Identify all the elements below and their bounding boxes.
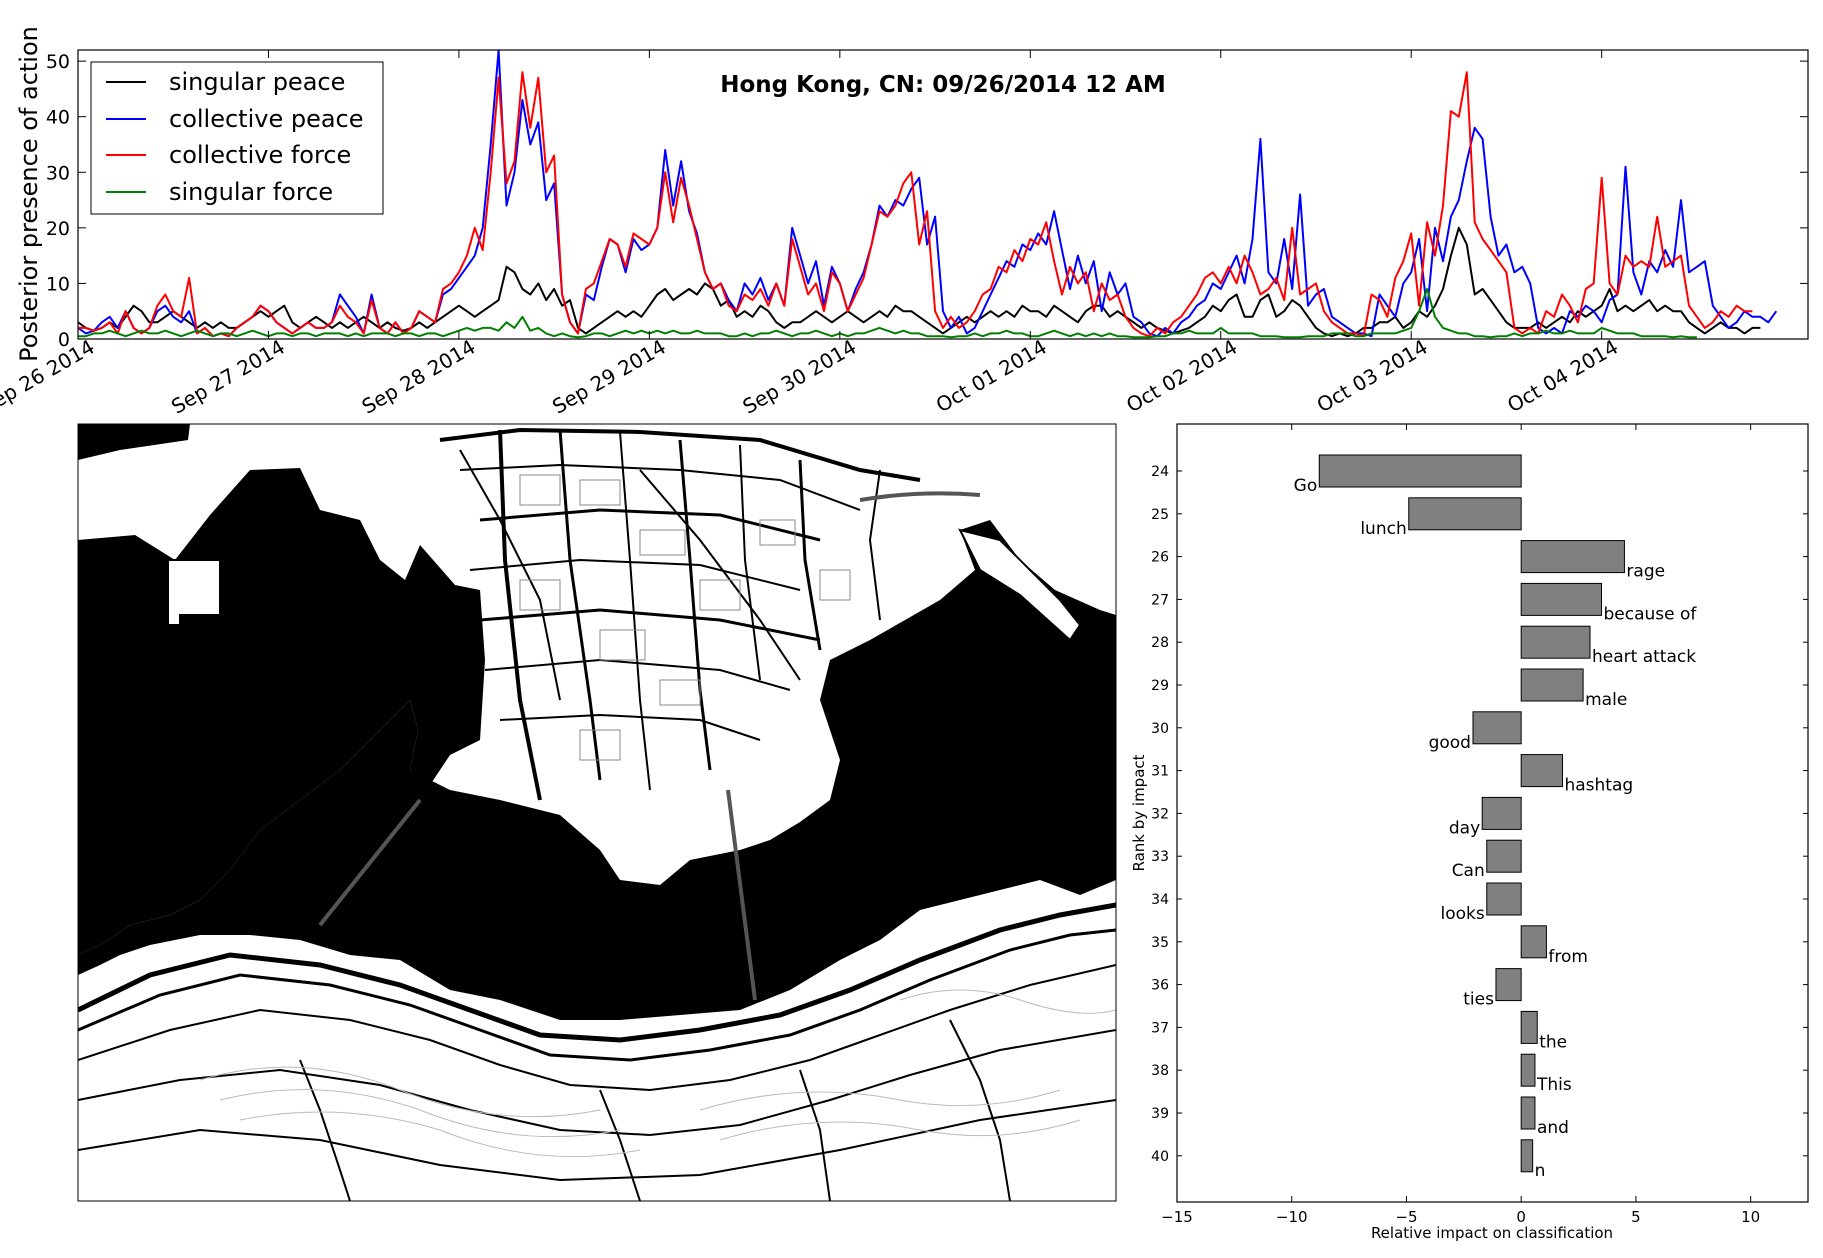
bar-ties	[1495, 968, 1522, 1002]
bar-word-label: Go	[1294, 476, 1318, 496]
map-ferry-line	[726, 789, 757, 1001]
bar-looks	[1486, 882, 1522, 916]
x-tick-label: 0	[1516, 1208, 1526, 1226]
x-tick-label: −15	[1161, 1208, 1193, 1226]
line-chart-title: Hong Kong, CN: 09/26/2014 12 AM	[720, 72, 1166, 98]
bar-from	[1520, 925, 1547, 959]
x-tick-label: Sep 28 2014	[358, 335, 480, 419]
bar-day	[1481, 796, 1522, 830]
map-kowloon-blocks	[519, 474, 851, 761]
series-line-singular-force	[78, 288, 1697, 339]
bar-hashtag	[1520, 754, 1563, 788]
legend-label-collective-peace: collective peace	[169, 105, 364, 133]
map-contours	[199, 989, 1116, 1158]
bar-word-label: looks	[1441, 904, 1485, 924]
x-tick-label: −5	[1395, 1208, 1417, 1226]
y-tick-label: 28	[1151, 635, 1169, 651]
y-tick-label: 40	[46, 107, 70, 129]
y-tick-label: 31	[1151, 764, 1169, 780]
x-tick-label: Sep 29 2014	[548, 335, 670, 419]
bar-word-label: This	[1536, 1075, 1572, 1095]
x-tick-label: Oct 04 2014	[1503, 335, 1622, 418]
bar-the	[1520, 1010, 1538, 1044]
x-tick-label: 10	[1741, 1208, 1760, 1226]
line-chart-frame	[77, 49, 1809, 340]
bar-word-label: rage	[1626, 562, 1665, 582]
bar-word-label: lunch	[1360, 519, 1406, 539]
bar-heart-attack	[1520, 625, 1591, 659]
map-pier-right	[958, 528, 1082, 642]
x-tick-label: Sep 30 2014	[739, 335, 861, 419]
legend-label-singular-force: singular force	[169, 178, 333, 206]
map-top-left-basin	[78, 424, 190, 460]
y-tick-label: 33	[1151, 849, 1169, 865]
y-tick-label: 26	[1151, 550, 1169, 566]
map-pier	[167, 559, 221, 626]
y-tick-label: 37	[1151, 1020, 1169, 1036]
bar-word-label: the	[1539, 1032, 1567, 1052]
x-tick-label: 5	[1631, 1208, 1641, 1226]
bar-n	[1520, 1139, 1534, 1173]
y-tick-label: 24	[1151, 464, 1169, 480]
bar-word-label: and	[1537, 1118, 1569, 1138]
bar-good	[1472, 711, 1522, 745]
y-tick-label: 39	[1151, 1106, 1169, 1122]
line-chart-ylabel: Posterior presence of action	[15, 26, 43, 362]
series-line-collective-force	[78, 71, 1753, 338]
x-tick-label: Oct 01 2014	[932, 335, 1051, 418]
y-tick-label: 34	[1151, 892, 1169, 908]
legend-label-singular-peace: singular peace	[169, 68, 345, 96]
bar-word-label: from	[1548, 947, 1588, 967]
bar-chart-xlabel: Relative impact on classification	[1371, 1224, 1613, 1242]
x-tick-label: Oct 03 2014	[1313, 335, 1432, 418]
y-tick-label: 30	[46, 162, 70, 184]
bar-can	[1486, 839, 1522, 873]
legend-label-collective-force: collective force	[169, 141, 351, 169]
bar-this	[1520, 1053, 1536, 1087]
bar-male	[1520, 668, 1584, 702]
y-tick-label: 36	[1151, 978, 1169, 994]
bar-word-label: hashtag	[1564, 776, 1633, 796]
line-chart-legend: singular peace collective peace collecti…	[90, 61, 384, 215]
x-tick-label: Sep 27 2014	[167, 335, 289, 419]
y-tick-label: 29	[1151, 678, 1169, 694]
bar-word-label: Can	[1452, 861, 1485, 881]
bar-rage	[1520, 540, 1625, 574]
y-tick-label: 10	[46, 273, 70, 295]
bar-go	[1318, 454, 1522, 488]
bar-word-label: n	[1535, 1161, 1546, 1181]
map-bridge	[859, 491, 981, 502]
x-tick-label: −10	[1276, 1208, 1308, 1226]
bar-word-label: ties	[1463, 990, 1494, 1010]
y-tick-label: 38	[1151, 1063, 1169, 1079]
bar-because-of	[1520, 582, 1602, 616]
y-tick-label: 35	[1151, 935, 1169, 951]
bar-word-label: because of	[1603, 604, 1697, 624]
map-frame	[77, 423, 1117, 1202]
bar-word-label: day	[1449, 818, 1480, 838]
bar-word-label: heart attack	[1592, 647, 1696, 667]
y-tick-label: 30	[1151, 721, 1169, 737]
y-tick-label: 27	[1151, 592, 1169, 608]
map-ferry-line	[318, 798, 422, 927]
bar-chart: Go lunch rage because of heart attack male goo…	[1130, 423, 1809, 1242]
map-victoria-harbour	[78, 520, 1116, 1020]
bar-word-label: male	[1585, 690, 1627, 710]
y-tick-label: 25	[1151, 507, 1169, 523]
y-tick-label: 32	[1151, 806, 1169, 822]
bar-lunch	[1408, 497, 1522, 531]
y-tick-label: 50	[46, 51, 70, 73]
hong-kong-map	[77, 423, 1117, 1202]
y-tick-label: 20	[46, 218, 70, 240]
map-island-roads	[78, 902, 1116, 1201]
bar-word-label: good	[1429, 733, 1471, 753]
y-tick-label: 40	[1151, 1149, 1169, 1165]
x-tick-label: Oct 02 2014	[1122, 335, 1241, 418]
bar-chart-ylabel: Rank by impact	[1130, 754, 1148, 871]
bar-and	[1520, 1096, 1536, 1130]
series-line-collective-peace	[78, 50, 1778, 338]
y-tick-label: 0	[58, 329, 70, 351]
